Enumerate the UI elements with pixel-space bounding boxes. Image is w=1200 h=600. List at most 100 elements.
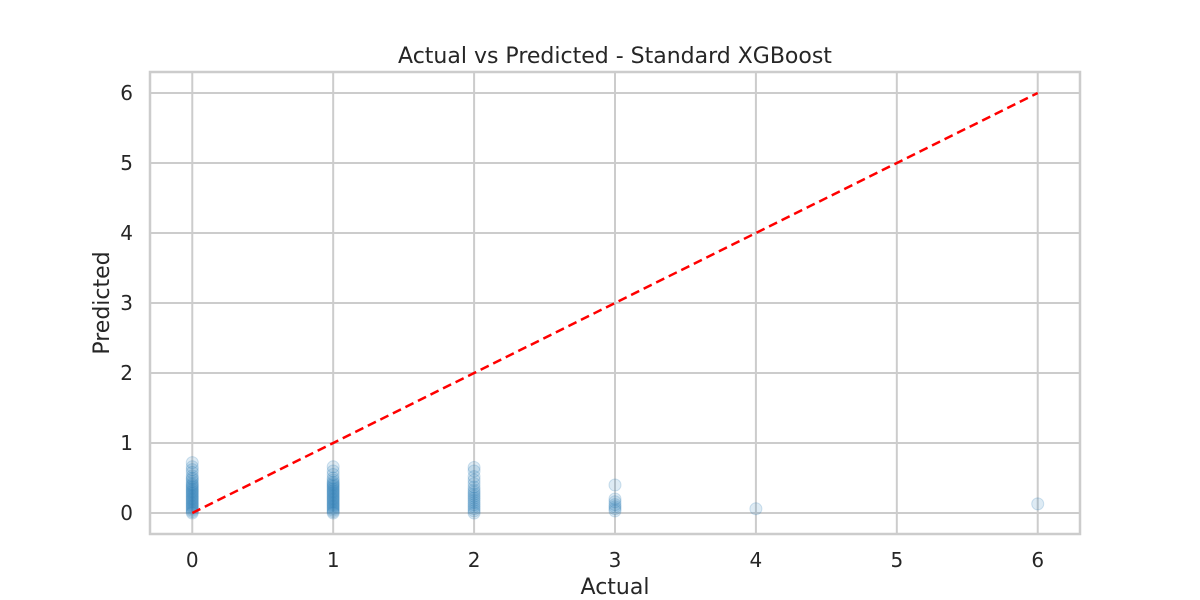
tick-labels: 0 1 2 3 4 5 6 0 1 2 3 4 5 6 <box>120 81 1044 572</box>
scatter-point <box>185 493 199 507</box>
scatter-point <box>467 500 481 514</box>
scatter-point <box>467 496 481 509</box>
scatter-point <box>608 478 622 492</box>
scatter-point <box>185 485 199 499</box>
scatter-point <box>326 488 340 502</box>
scatter-point <box>185 506 199 520</box>
scatter-point <box>467 470 481 484</box>
scatter-point <box>326 486 340 500</box>
scatter-point <box>326 468 340 481</box>
scatter-point <box>185 486 199 500</box>
scatter-point <box>326 479 340 493</box>
scatter-point <box>467 502 481 516</box>
scatter-point <box>608 498 622 512</box>
reference-line-layer <box>191 91 1039 515</box>
x-tick-label: 6 <box>1031 548 1044 572</box>
y-tick-label: 0 <box>120 501 133 525</box>
scatter-point <box>326 473 340 487</box>
scatter-point <box>467 498 481 512</box>
y-tick-label: 3 <box>120 291 133 315</box>
scatter-point <box>467 489 481 503</box>
scatter-point <box>326 500 340 514</box>
scatter-point <box>185 463 199 477</box>
scatter-point <box>185 479 199 493</box>
scatter-point <box>326 503 340 517</box>
scatter-point <box>326 499 340 513</box>
plot-frame <box>148 70 1082 536</box>
scatter-point <box>326 477 340 491</box>
scatter-point <box>185 469 199 483</box>
scatter-point <box>185 488 199 502</box>
y-tick-label: 4 <box>120 221 133 245</box>
scatter-point <box>608 492 622 506</box>
scatter-point <box>326 496 340 510</box>
scatter-point <box>185 496 199 510</box>
scatter-point <box>185 491 199 505</box>
x-tick-label: 1 <box>327 548 340 572</box>
scatter-point <box>326 481 340 495</box>
scatter-point <box>185 456 199 470</box>
scatter-point <box>467 477 481 491</box>
scatter-point <box>326 506 340 520</box>
grid <box>150 72 1080 534</box>
scatter-point <box>326 495 340 509</box>
scatter-point <box>1031 497 1045 511</box>
scatter-point <box>185 472 199 486</box>
x-tick-label: 0 <box>186 548 199 572</box>
scatter-point <box>185 471 199 485</box>
scatter-point <box>185 482 199 496</box>
y-tick-label: 1 <box>120 431 133 455</box>
scatter-point <box>185 460 199 474</box>
scatter-point <box>467 480 481 494</box>
scatter-point <box>467 506 481 520</box>
scatter-point <box>185 492 199 506</box>
scatter-point <box>185 484 199 498</box>
x-tick-label: 3 <box>609 548 622 572</box>
scatter-point <box>185 489 199 503</box>
y-axis-label: Predicted <box>90 251 115 354</box>
x-tick-label: 4 <box>750 548 763 572</box>
scatter-point <box>467 461 481 474</box>
scatter-point <box>467 487 481 501</box>
scatter-point <box>326 489 340 503</box>
scatter-point <box>185 495 199 509</box>
scatter-point <box>185 465 199 479</box>
scatter-point <box>185 481 199 495</box>
x-tick-label: 2 <box>468 548 481 572</box>
y-tick-label: 2 <box>120 361 133 385</box>
scatter-point <box>326 460 340 474</box>
scatter-point <box>467 504 481 518</box>
scatter-point <box>326 491 340 505</box>
chart-title: Actual vs Predicted - Standard XGBoost <box>398 44 832 69</box>
scatter-point <box>467 464 481 478</box>
scatter-point <box>467 491 481 505</box>
scatter-point <box>326 492 340 506</box>
y-tick-label: 5 <box>120 151 133 175</box>
scatter-point <box>326 475 340 489</box>
scatter-point <box>326 498 340 512</box>
scatter-point <box>185 475 199 488</box>
scatter-point <box>185 498 199 512</box>
scatter-point <box>326 493 340 507</box>
reference-line <box>191 91 1039 515</box>
x-tick-label: 5 <box>890 548 903 572</box>
scatter-point <box>326 478 340 492</box>
scatter-point <box>185 505 199 519</box>
y-tick-label: 6 <box>120 81 133 105</box>
scatter-point <box>608 504 622 518</box>
scatter-point <box>326 484 340 498</box>
scatter-point <box>467 485 481 499</box>
x-axis-label: Actual <box>581 575 650 600</box>
scatter-point <box>326 502 340 516</box>
scatter-point <box>467 483 481 497</box>
scatter-point <box>185 477 199 491</box>
scatter-point <box>467 473 481 487</box>
scatter-point <box>326 505 340 519</box>
scatter-point <box>326 482 340 496</box>
scatter-point <box>326 471 340 485</box>
scatter-point <box>608 502 622 516</box>
scatter-point <box>326 464 340 478</box>
scatter-point <box>608 500 622 514</box>
